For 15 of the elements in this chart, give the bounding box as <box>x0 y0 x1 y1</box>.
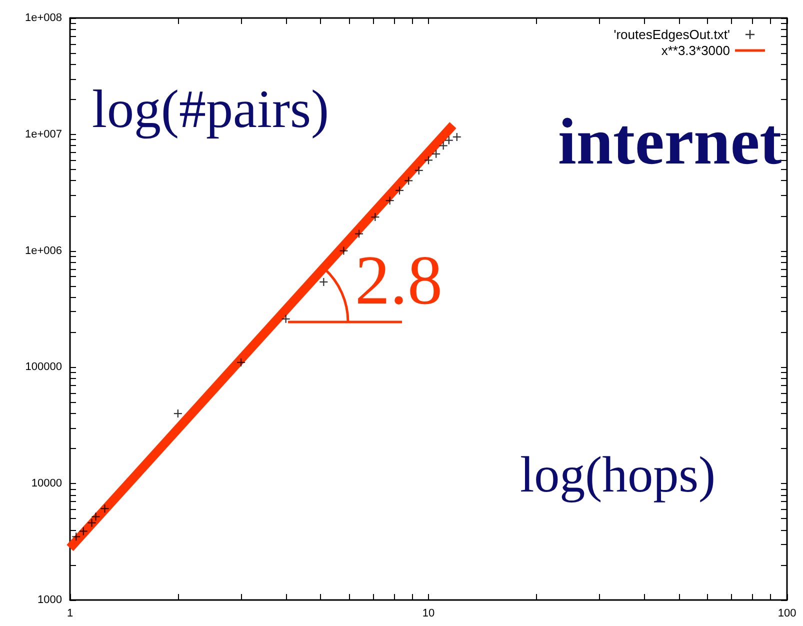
y-tick-label: 1e+006 <box>24 244 62 257</box>
y-tick-label: 1e+007 <box>24 128 62 140</box>
x-tick-label: 10 <box>422 608 435 620</box>
y-tick-label: 10000 <box>31 478 62 490</box>
x-tick-label: 1 <box>66 608 74 620</box>
annotation: 2.8 <box>355 242 442 320</box>
y-tick-label: 1e+008 <box>24 12 62 24</box>
y-tick-label: 1000 <box>38 594 62 606</box>
x-tick-label: 100 <box>778 608 796 620</box>
y-tick-label: 100000 <box>25 361 62 374</box>
x-axis-title: log(hops) <box>520 448 716 504</box>
text: internet <box>558 106 782 178</box>
legend-label: x**3.3*3000 <box>661 43 730 58</box>
legend-label: 'routesEdgesOut.txt' <box>614 27 730 42</box>
y-axis-title: log(#pairs) <box>92 79 329 139</box>
